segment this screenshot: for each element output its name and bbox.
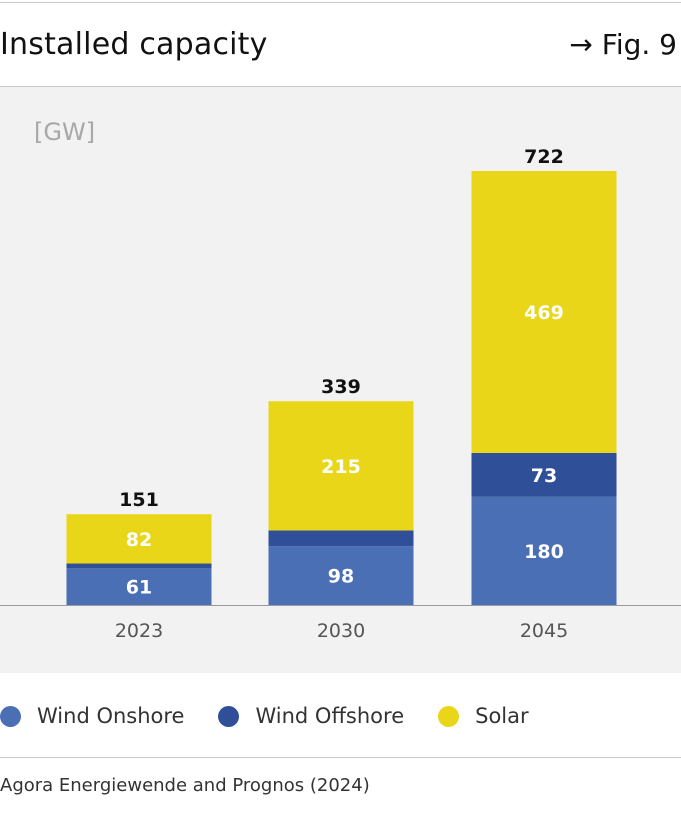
total-label-2045: 722 — [524, 146, 564, 168]
figure-reference: → Fig. 9 — [569, 27, 677, 61]
bar-segment-wind-offshore-2023 — [66, 563, 212, 569]
footer-rule — [0, 757, 681, 758]
legend-swatch-solar — [438, 705, 460, 727]
unit-label: [GW] — [34, 118, 96, 146]
data-label-solar-2045: 469 — [524, 302, 564, 324]
data-label-wind-onshore-2030: 98 — [328, 566, 354, 588]
legend-item-solar: Solar — [438, 704, 529, 728]
legend-item-wind-offshore: Wind Offshore — [218, 704, 404, 728]
legend-label: Wind Onshore — [37, 704, 185, 728]
legend-label: Wind Offshore — [255, 704, 405, 728]
data-label-solar-2023: 82 — [126, 529, 152, 551]
top-rule — [0, 2, 681, 3]
bar-segment-solar-2023 — [66, 514, 212, 564]
chart-title: Installed capacity — [0, 26, 268, 62]
bar-segment-wind-offshore-2030 — [268, 530, 414, 547]
source-note: Agora Energiewende and Prognos (2024) — [0, 775, 370, 796]
bar-segment-solar-2045 — [471, 171, 617, 453]
data-label-wind-offshore-2045: 73 — [531, 465, 557, 487]
x-tick-label-2045: 2045 — [520, 620, 568, 642]
bar-segment-solar-2030 — [268, 401, 414, 531]
bar-segment-wind-onshore-2023 — [66, 568, 212, 605]
x-tick-label-2030: 2030 — [317, 620, 365, 642]
legend: Wind Onshore Wind Offshore Solar — [0, 700, 681, 732]
legend-label: Solar — [475, 704, 529, 728]
total-label-2030: 339 — [321, 376, 361, 398]
header-rule — [0, 86, 681, 87]
bar-segment-wind-onshore-2030 — [268, 546, 414, 605]
data-label-wind-onshore-2023: 61 — [126, 577, 152, 599]
total-label-2023: 151 — [119, 489, 159, 511]
legend-swatch-wind-onshore — [0, 705, 21, 727]
legend-swatch-wind-offshore — [218, 705, 240, 727]
data-label-wind-onshore-2045: 180 — [524, 541, 564, 563]
bar-segment-wind-offshore-2045 — [471, 452, 617, 497]
x-tick-label-2023: 2023 — [115, 620, 163, 642]
data-label-solar-2030: 215 — [321, 456, 361, 478]
header: Installed capacity → Fig. 9 — [0, 2, 681, 86]
bar-segment-wind-onshore-2045 — [471, 496, 617, 605]
legend-item-wind-onshore: Wind Onshore — [0, 704, 184, 728]
